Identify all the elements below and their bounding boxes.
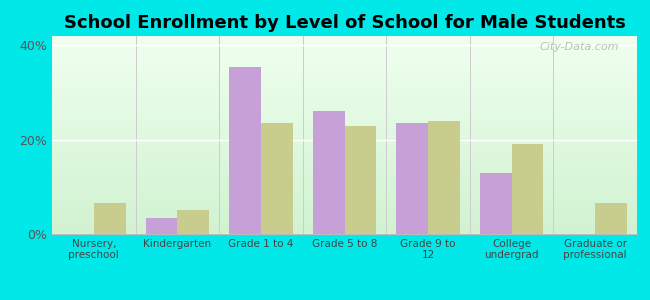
Bar bbox=[146, 218, 177, 234]
Bar bbox=[512, 144, 543, 234]
Bar bbox=[177, 210, 209, 234]
Bar bbox=[396, 123, 428, 234]
Title: School Enrollment by Level of School for Male Students: School Enrollment by Level of School for… bbox=[64, 14, 625, 32]
Bar bbox=[229, 67, 261, 234]
Bar bbox=[480, 173, 512, 234]
Bar bbox=[428, 121, 460, 234]
Bar bbox=[595, 203, 627, 234]
Bar bbox=[94, 203, 125, 234]
Bar bbox=[261, 123, 292, 234]
Bar bbox=[313, 111, 344, 234]
Bar bbox=[344, 126, 376, 234]
Text: City-Data.com: City-Data.com bbox=[540, 42, 619, 52]
